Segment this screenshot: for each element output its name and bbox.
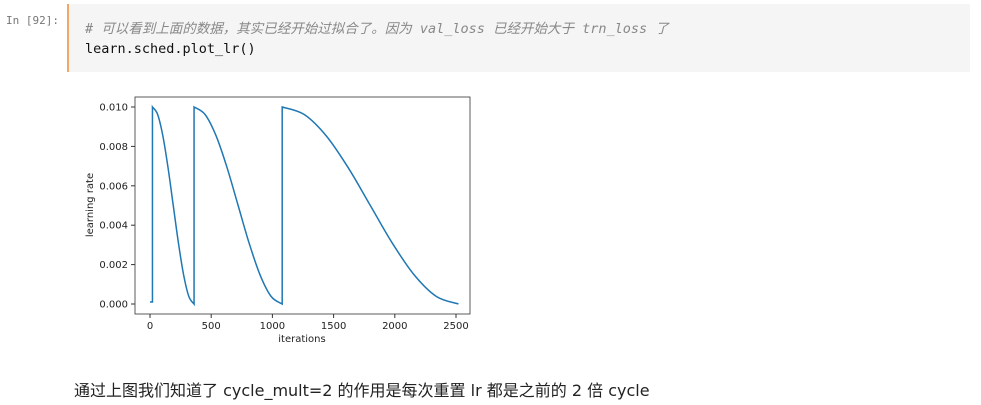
x-tick-label: 2500 bbox=[443, 321, 468, 332]
axes-frame bbox=[134, 96, 471, 315]
y-tick-label: 0.002 bbox=[99, 260, 128, 271]
markdown-caption: 通过上图我们知道了 cycle_mult=2 的作用是每次重置 lr 都是之前的… bbox=[74, 381, 650, 400]
x-tick-label: 0 bbox=[147, 321, 153, 332]
x-tick-label: 500 bbox=[202, 321, 221, 332]
x-tick-label: 1500 bbox=[321, 321, 346, 332]
y-tick-label: 0.000 bbox=[99, 300, 128, 311]
y-tick-label: 0.010 bbox=[99, 103, 128, 114]
code-line: learn.sched.plot_lr() bbox=[85, 41, 256, 57]
lr-series-line bbox=[150, 104, 459, 307]
x-tick-label: 1000 bbox=[260, 321, 285, 332]
y-axis-label: learning rate bbox=[85, 173, 96, 237]
code-cell[interactable]: # 可以看到上面的数据，其实已经开始过拟合了。因为 val_loss 已经开始大… bbox=[67, 4, 970, 72]
y-tick-label: 0.004 bbox=[99, 221, 128, 232]
y-tick-label: 0.006 bbox=[99, 181, 128, 192]
code-comment: # 可以看到上面的数据，其实已经开始过拟合了。因为 val_loss 已经开始大… bbox=[85, 21, 669, 37]
cell-prompt: In [92]: bbox=[6, 14, 59, 27]
x-axis-label: iterations bbox=[278, 334, 325, 345]
y-tick-label: 0.008 bbox=[99, 142, 128, 153]
x-tick-label: 2000 bbox=[382, 321, 407, 332]
